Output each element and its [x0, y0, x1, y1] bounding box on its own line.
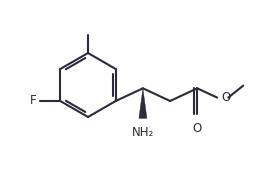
Text: NH₂: NH₂: [132, 126, 154, 139]
Text: O: O: [221, 91, 230, 104]
Polygon shape: [139, 88, 147, 118]
Text: F: F: [30, 94, 36, 107]
Text: O: O: [193, 122, 202, 135]
